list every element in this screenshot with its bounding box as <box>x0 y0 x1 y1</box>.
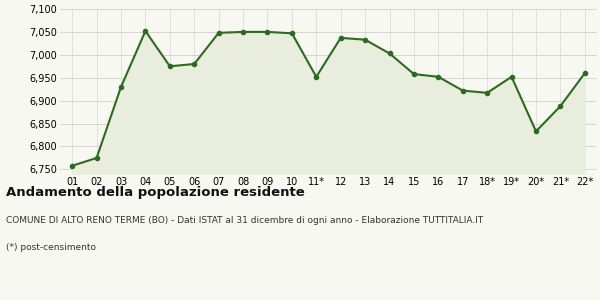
Text: COMUNE DI ALTO RENO TERME (BO) - Dati ISTAT al 31 dicembre di ogni anno - Elabor: COMUNE DI ALTO RENO TERME (BO) - Dati IS… <box>6 216 483 225</box>
Text: (*) post-censimento: (*) post-censimento <box>6 243 96 252</box>
Text: Andamento della popolazione residente: Andamento della popolazione residente <box>6 186 305 199</box>
